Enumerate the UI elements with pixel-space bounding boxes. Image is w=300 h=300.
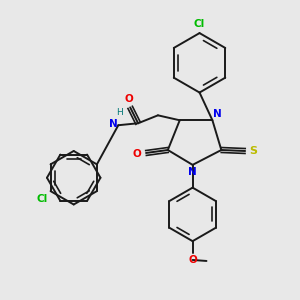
Text: H: H xyxy=(116,108,123,117)
Text: N: N xyxy=(109,119,117,129)
Text: Cl: Cl xyxy=(36,194,48,204)
Text: O: O xyxy=(125,94,134,104)
Text: O: O xyxy=(132,149,141,159)
Text: N: N xyxy=(188,167,197,177)
Text: Cl: Cl xyxy=(194,19,205,29)
Text: S: S xyxy=(249,146,257,156)
Text: O: O xyxy=(188,255,197,265)
Text: N: N xyxy=(213,109,222,119)
